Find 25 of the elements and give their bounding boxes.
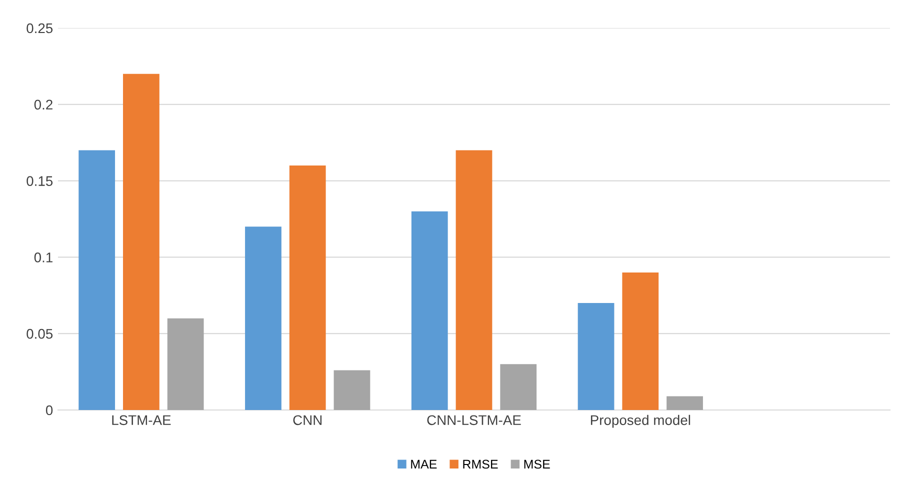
bar <box>334 370 370 410</box>
legend-label: MAE <box>411 460 437 469</box>
bar <box>123 74 160 410</box>
bar <box>578 303 614 410</box>
legend-label: RMSE <box>463 460 498 469</box>
y-tick-label: 0.1 <box>34 252 52 262</box>
bar <box>411 211 448 410</box>
legend-label: MSE <box>524 460 550 469</box>
y-tick-label: 0.15 <box>26 176 53 186</box>
y-tick-label: 0.05 <box>26 328 53 339</box>
bar <box>622 272 659 410</box>
bar <box>78 150 116 410</box>
bar <box>289 166 326 410</box>
x-tick-label: CNN-LSTM-AE <box>427 415 521 426</box>
x-tick-label: CNN <box>293 415 322 426</box>
bar <box>167 318 204 410</box>
y-tick-label: 0.25 <box>26 23 53 34</box>
y-tick-label: 0.2 <box>34 100 52 110</box>
bar <box>666 396 703 410</box>
y-tick-label: 0 <box>46 405 53 416</box>
bar <box>456 150 492 410</box>
bar <box>500 364 537 410</box>
x-tick-label: Proposed model <box>590 414 690 428</box>
x-tick-label: LSTM-AE <box>112 415 171 426</box>
bar <box>245 226 282 410</box>
